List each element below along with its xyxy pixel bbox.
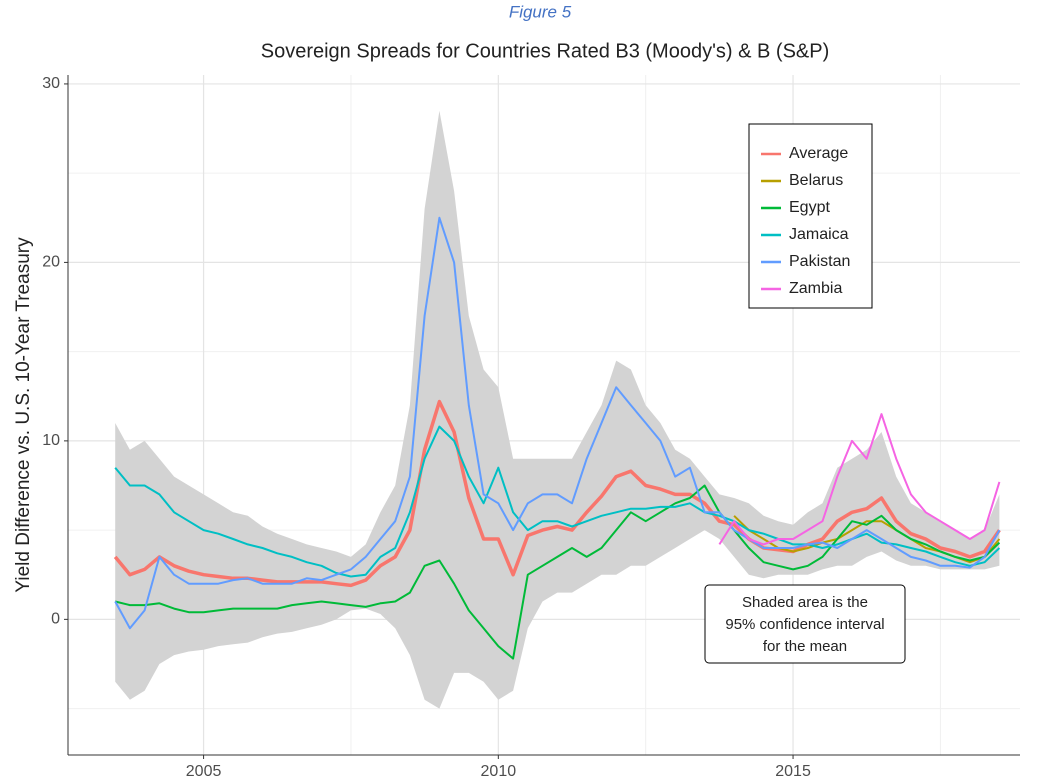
legend-label: Pakistan (789, 253, 850, 270)
chart-title: Sovereign Spreads for Countries Rated B3… (261, 40, 830, 62)
y-tick-label: 30 (42, 75, 60, 92)
x-tick-label: 2010 (481, 763, 517, 780)
annotation-box (704, 584, 906, 664)
y-tick-label: 0 (51, 611, 60, 628)
y-tick-label: 20 (42, 254, 60, 271)
legend-label: Jamaica (789, 226, 849, 243)
legend: Average Belarus Egypt Jamaica Pakistan Zambia (748, 123, 873, 309)
series-line (114, 484, 1001, 660)
annotation-text: Shaded area is the (742, 594, 868, 611)
legend-label: Egypt (789, 199, 830, 216)
x-tick-label: 2005 (186, 763, 222, 780)
series-line (718, 413, 1001, 546)
series-line (113, 399, 1001, 588)
series-line (114, 216, 1001, 630)
legend-label: Zambia (789, 280, 842, 297)
legend-label: Belarus (789, 172, 843, 189)
y-axis-label: Yield Difference vs. U.S. 10-Year Treasu… (13, 237, 34, 593)
annotation-text: 95% confidence interval (725, 616, 884, 633)
y-tick-label: 10 (42, 432, 60, 449)
x-tick-label: 2015 (775, 763, 811, 780)
figure-label: Figure 5 (509, 2, 572, 21)
legend-label: Average (789, 145, 848, 162)
annotation: Shaded area is the 95% confidence interva… (704, 584, 906, 664)
confidence-band (115, 110, 1000, 709)
annotation-text: for the mean (763, 638, 847, 655)
